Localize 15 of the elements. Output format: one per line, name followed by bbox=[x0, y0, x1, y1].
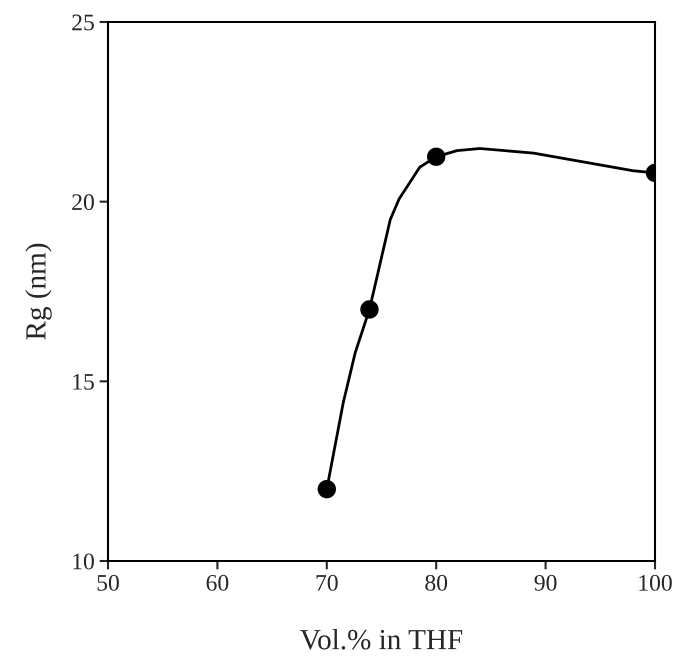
point bbox=[360, 300, 379, 319]
point bbox=[427, 148, 446, 166]
x-tick-label: 90 bbox=[534, 574, 557, 591]
point bbox=[318, 480, 336, 498]
x-tick-label: 70 bbox=[316, 574, 338, 591]
x-tick-label: 80 bbox=[425, 574, 448, 591]
x-tick-label: 100 bbox=[639, 574, 672, 591]
x-tick-label: 50 bbox=[98, 574, 119, 591]
y-tick-label: 25 bbox=[72, 14, 94, 30]
x-axis-title: Vol.% in THF bbox=[300, 628, 462, 650]
x-tick-label: 60 bbox=[206, 574, 228, 591]
y-axis-title: Rg (nm) bbox=[25, 244, 52, 340]
y-tick-label: 10 bbox=[73, 553, 94, 570]
y-tick-label: 20 bbox=[72, 194, 94, 210]
y-tick-label: 15 bbox=[73, 374, 94, 390]
